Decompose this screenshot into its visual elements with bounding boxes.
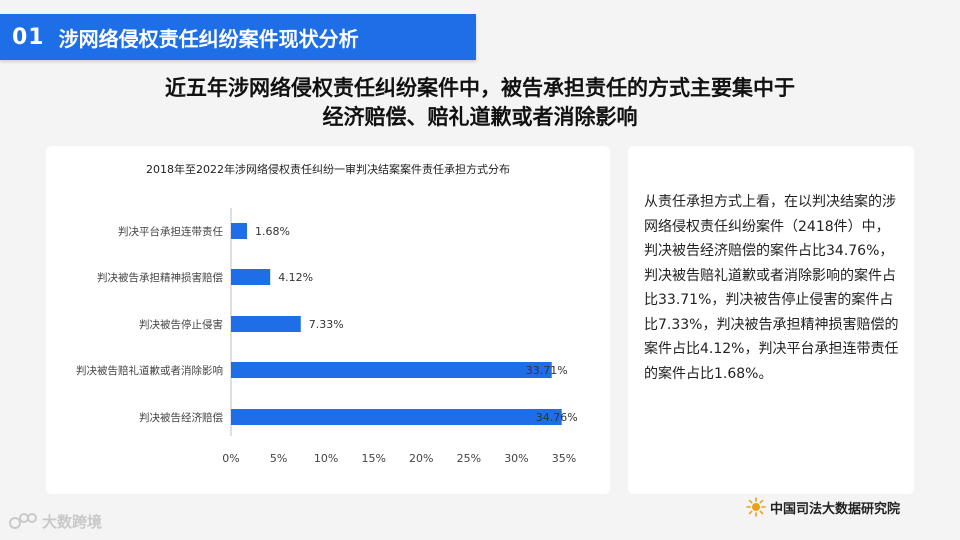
summary-text: 从责任承担方式上看，在以判决结案的涉网络侵权责任纠纷案件（2418件）中，判决被… [644,194,899,382]
category-label: 判决被告赔礼道歉或者消除影响 [76,364,223,377]
x-tick-label: 20% [409,452,433,465]
x-tick-label: 0% [222,452,239,465]
category-label: 判决被告承担精神损害赔偿 [97,271,223,284]
data-label: 34.76% [536,411,578,424]
data-label: 7.33% [309,318,344,331]
bar [231,362,552,378]
x-tick-label: 25% [457,452,481,465]
category-label: 判决平台承担连带责任 [118,225,223,238]
chart-title: 2018年至2022年涉网络侵权责任纠纷一审判决结案案件责任承担方式分布 [146,162,510,176]
watermark-text: 大数跨境 [42,512,103,531]
section-number: 01 [12,24,45,50]
headline-line-2: 经济赔偿、赔礼道歉或者消除影响 [322,105,638,129]
bar [231,409,562,425]
data-label: 4.12% [278,271,313,284]
summary-card: 从责任承担方式上看，在以判决结案的涉网络侵权责任纠纷案件（2418件）中，判决被… [628,146,914,494]
x-tick-label: 5% [270,452,287,465]
bar [231,269,271,285]
section-title-bar: 01 涉网络侵权责任纠纷案件现状分析 [0,14,476,60]
sun-logo-icon [746,497,766,517]
bar [231,223,247,239]
data-label: 1.68% [255,225,290,238]
headline: 近五年涉网络侵权责任纠纷案件中，被告承担责任的方式主要集中于 经济赔偿、赔礼道歉… [40,74,920,132]
category-label: 判决被告经济赔偿 [139,411,223,424]
watermark: 大数跨境 [8,510,102,532]
category-label: 判决被告停止侵害 [139,318,223,331]
source-name: 中国司法大数据研究院 [770,501,901,517]
data-label: 33.71% [526,364,568,377]
headline-line-1: 近五年涉网络侵权责任纠纷案件中，被告承担责任的方式主要集中于 [165,76,795,100]
x-tick-label: 10% [314,452,338,465]
section-title: 涉网络侵权责任纠纷案件现状分析 [58,26,359,51]
bar-chart: 2018年至2022年涉网络侵权责任纠纷一审判决结案案件责任承担方式分布判决平台… [76,162,578,465]
data-cross-border-logo-icon [9,513,37,529]
x-tick-label: 30% [504,452,528,465]
source-credit: 中国司法大数据研究院 [746,496,900,518]
chart-card: 2018年至2022年涉网络侵权责任纠纷一审判决结案案件责任承担方式分布判决平台… [46,146,610,494]
bar [231,316,301,332]
x-tick-label: 15% [361,452,385,465]
x-tick-label: 35% [552,452,576,465]
